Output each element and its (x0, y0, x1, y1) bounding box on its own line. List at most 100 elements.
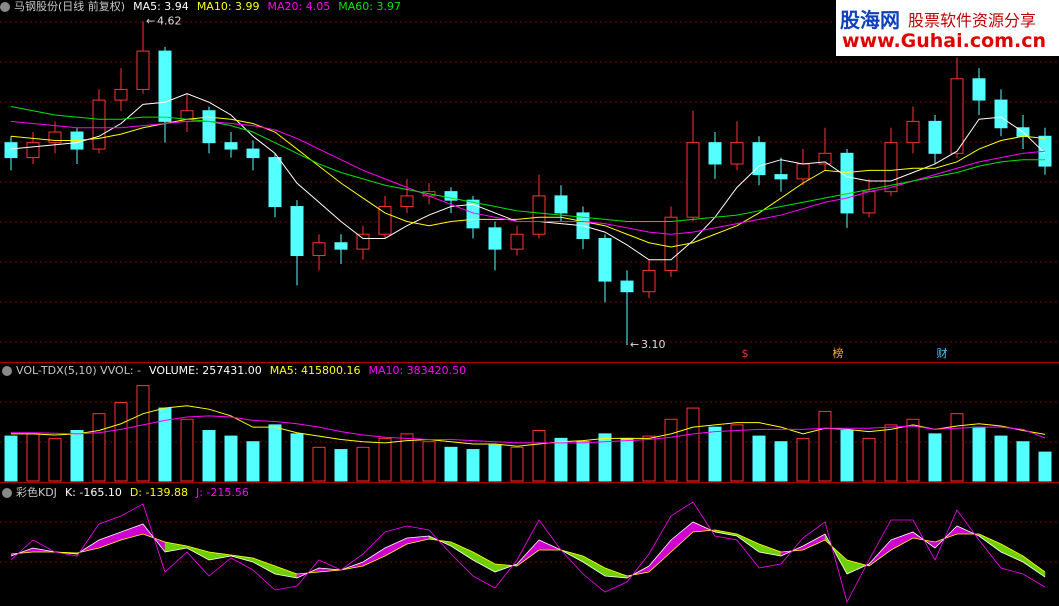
volume-bar (752, 435, 766, 482)
volume-bar (48, 437, 62, 482)
candle-body (268, 157, 282, 208)
volume-bar (994, 435, 1008, 482)
candle-body (488, 227, 502, 250)
extreme-label: 4.62 (157, 14, 182, 27)
volume-bar (114, 401, 128, 482)
candle-body (290, 206, 304, 257)
panel-title: 彩色KDJ (16, 485, 57, 499)
volume-bar (1038, 451, 1052, 482)
candle-body (796, 163, 810, 180)
volume-bar (928, 433, 942, 482)
volume-bar (290, 433, 304, 482)
candle-body (598, 237, 612, 282)
legend-entry: K: -165.10 (65, 486, 122, 499)
candle-body (818, 152, 832, 165)
volume-bar (400, 433, 414, 482)
legend-entry: MA5: 415800.16 (270, 364, 361, 377)
volume-bar (4, 435, 18, 482)
legend-entry: MA20: 4.05 (268, 0, 331, 13)
volume-bar (334, 449, 348, 482)
candle-body (620, 280, 634, 293)
volume-bar (972, 426, 986, 482)
candle-body (664, 216, 678, 271)
volume-bar (532, 430, 546, 482)
legend-entry: MA60: 3.97 (338, 0, 401, 13)
volume-bar (510, 446, 524, 482)
volume-bar (686, 407, 700, 482)
volume-bar (840, 430, 854, 482)
event-marker: $ (742, 347, 749, 360)
candle-body (92, 99, 106, 150)
volume-bar (664, 418, 678, 482)
watermark-url: www.Guhai.com.cn (842, 30, 1046, 52)
candle-body (554, 195, 568, 214)
candle-body (752, 142, 766, 176)
line (10, 501, 1046, 604)
legend-icon (2, 488, 12, 498)
volume-bar (884, 424, 898, 482)
volume-bar (422, 441, 436, 482)
line (10, 116, 1046, 248)
extreme-arrow: ← (146, 14, 155, 27)
candle-body (840, 152, 854, 214)
panel-title: VOL-TDX(5,10) VVOL: - (16, 364, 141, 377)
line (11, 415, 1046, 444)
line (10, 529, 1046, 577)
candle-body (994, 99, 1008, 129)
volume-bar (246, 441, 260, 482)
candle-body (334, 242, 348, 250)
event-marker: 榜 (833, 346, 844, 360)
candle-body (224, 142, 238, 150)
panel-title: 马钢股份(日线 前复权) (14, 0, 125, 13)
candle-body (312, 242, 326, 257)
candle-body (642, 269, 656, 293)
legend-entry: MA10: 3.99 (197, 0, 260, 13)
candle-body (972, 78, 986, 101)
legend-entry: D: -139.88 (130, 486, 188, 499)
candle-body (510, 233, 524, 250)
volume-bar (818, 410, 832, 482)
candle-body (708, 142, 722, 165)
volume-bar (70, 430, 84, 482)
line (10, 521, 1046, 579)
candle-body (862, 191, 876, 214)
event-marker: 财 (937, 346, 948, 360)
candle-body (48, 131, 62, 144)
candle-body (114, 88, 128, 101)
volume-bar (444, 446, 458, 482)
volume-bar (378, 437, 392, 482)
candle-body (26, 142, 40, 159)
candle-body (400, 195, 414, 208)
candle-body (246, 148, 260, 159)
candle-body (532, 195, 546, 235)
candle-body (686, 142, 700, 218)
volume-bar (180, 418, 194, 482)
volume-bar (202, 430, 216, 482)
volume-bar (1016, 441, 1030, 482)
watermark: 股海网 股票软件资源分享 www.Guhai.com.cn (836, 0, 1059, 56)
candle-body (444, 191, 458, 201)
volume-bar (576, 441, 590, 482)
volume-bar (26, 433, 40, 482)
legend-icon (0, 2, 10, 12)
watermark-slogan: 股票软件资源分享 (908, 11, 1037, 30)
volume-bar (708, 426, 722, 482)
volume-bar (598, 433, 612, 482)
candle-body (730, 142, 744, 165)
candle-body (202, 110, 216, 144)
candle-body (356, 233, 370, 250)
volume-bar (620, 437, 634, 482)
volume-bar (92, 413, 106, 482)
line (10, 120, 1046, 235)
candle-body (950, 78, 964, 154)
volume-bar (862, 437, 876, 482)
volume-bar (466, 449, 480, 482)
extreme-label: 3.10 (641, 338, 666, 351)
volume-bar (642, 435, 656, 482)
line (10, 105, 1045, 222)
volume-bar (554, 437, 568, 482)
extreme-arrow: ← (630, 338, 639, 351)
